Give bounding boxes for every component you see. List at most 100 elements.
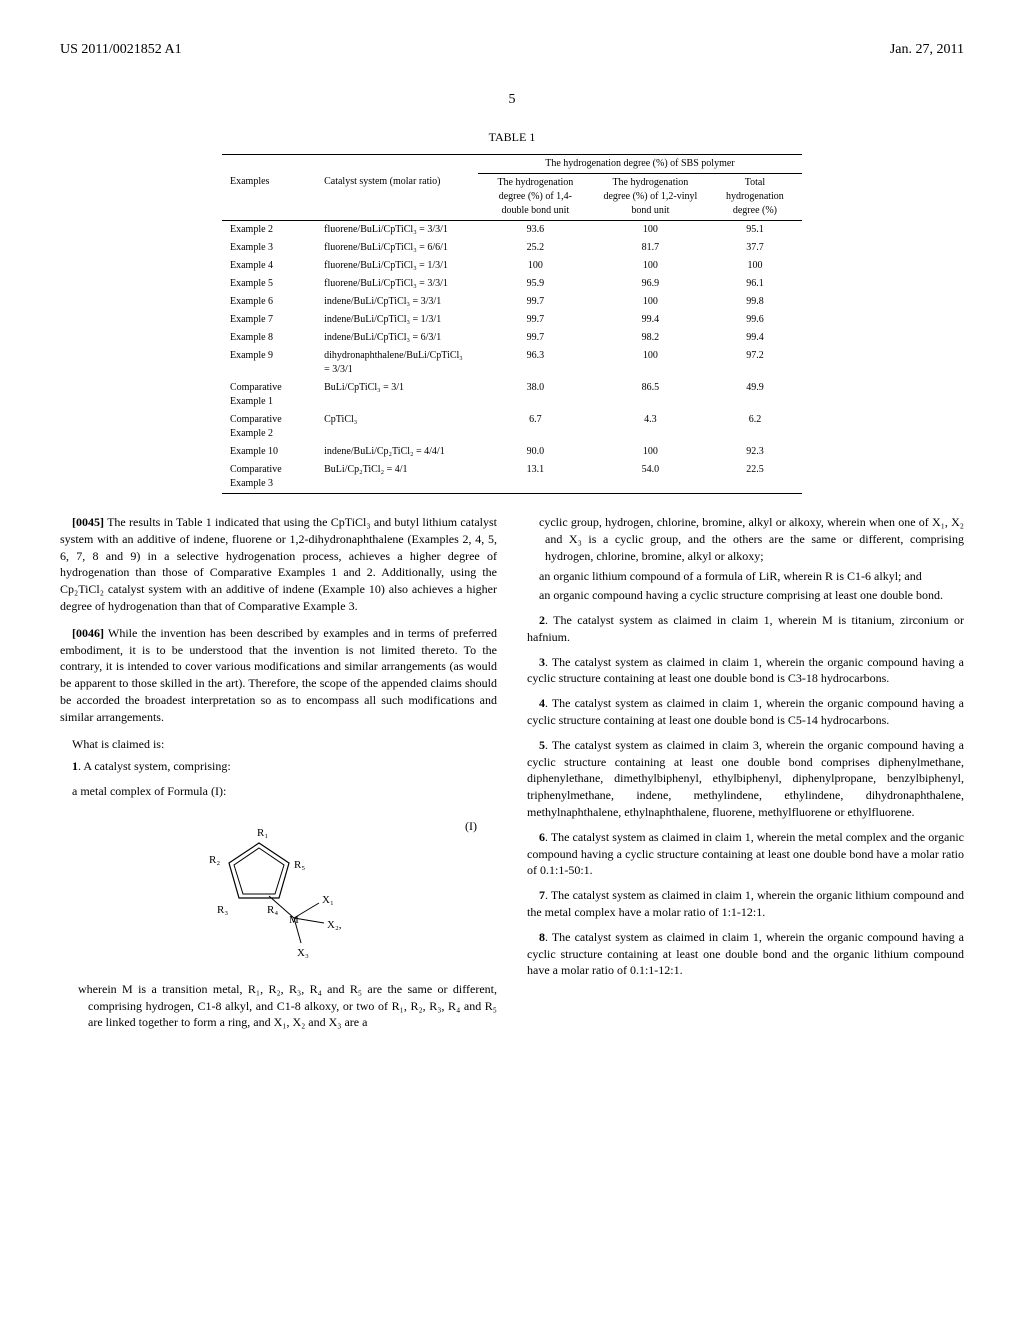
table-cell: Example 5 bbox=[222, 275, 316, 293]
table-row: Comparative Example 3BuLi/Cp₂TiCl₂ = 4/1… bbox=[222, 461, 802, 494]
table-cell: 95.1 bbox=[708, 220, 802, 239]
table-cell: 96.1 bbox=[708, 275, 802, 293]
table-cell: 90.0 bbox=[478, 443, 593, 461]
table-cell: 99.8 bbox=[708, 293, 802, 311]
table-cell: 54.0 bbox=[593, 461, 708, 494]
table-cell: 93.6 bbox=[478, 220, 593, 239]
table-row: Example 6indene/BuLi/CpTiCl₃ = 3/3/199.7… bbox=[222, 293, 802, 311]
table-cell: 4.3 bbox=[593, 411, 708, 443]
para-text: While the invention has been described b… bbox=[60, 626, 497, 724]
claim-1: 1. A catalyst system, comprising: bbox=[60, 758, 497, 775]
formula-r3: R₃ bbox=[217, 904, 228, 916]
table-cell: fluorene/BuLi/CpTiCl₃ = 3/3/1 bbox=[316, 220, 478, 239]
formula-r5: R₅ bbox=[294, 859, 305, 871]
chemical-formula: (I) R₁ R₂ R₃ R₄ R₅ M X₁ X₂, X₃ bbox=[60, 818, 497, 963]
table-cell: 97.2 bbox=[708, 347, 802, 379]
claim-text: . The catalyst system as claimed in clai… bbox=[527, 655, 964, 686]
table-cell: Example 8 bbox=[222, 329, 316, 347]
table-cell: 98.2 bbox=[593, 329, 708, 347]
formula-r4: R₄ bbox=[267, 904, 278, 916]
table-cell: 99.7 bbox=[478, 293, 593, 311]
table-cell: Comparative Example 2 bbox=[222, 411, 316, 443]
table-cell: 22.5 bbox=[708, 461, 802, 494]
table-cell: Comparative Example 1 bbox=[222, 379, 316, 411]
claim-3: 3. The catalyst system as claimed in cla… bbox=[527, 654, 964, 688]
paragraph-46: [0046] While the invention has been desc… bbox=[60, 625, 497, 726]
table-cell: fluorene/BuLi/CpTiCl₃ = 6/6/1 bbox=[316, 239, 478, 257]
table-cell: 6.2 bbox=[708, 411, 802, 443]
table-cell: Example 7 bbox=[222, 311, 316, 329]
table-cell: Example 10 bbox=[222, 443, 316, 461]
claim-1-wherein: wherein M is a transition metal, R₁, R₂,… bbox=[60, 981, 497, 1031]
table-cell: dihydronaphthalene/BuLi/CpTiCl₃ = 3/3/1 bbox=[316, 347, 478, 379]
table-cell: Comparative Example 3 bbox=[222, 461, 316, 494]
col-header: Catalyst system (molar ratio) bbox=[316, 173, 478, 220]
table-header-group: The hydrogenation degree (%) of SBS poly… bbox=[478, 154, 802, 173]
claims-heading: What is claimed is: bbox=[60, 736, 497, 753]
claim-7: 7. The catalyst system as claimed in cla… bbox=[527, 887, 964, 921]
table-cell: 13.1 bbox=[478, 461, 593, 494]
claim-text: . The catalyst system as claimed in clai… bbox=[527, 613, 964, 644]
table-cell: 49.9 bbox=[708, 379, 802, 411]
table-cell: indene/BuLi/CpTiCl₃ = 6/3/1 bbox=[316, 329, 478, 347]
table-cell: 99.7 bbox=[478, 329, 593, 347]
claim-text: . The catalyst system as claimed in clai… bbox=[527, 888, 964, 919]
claim-text: . The catalyst system as claimed in clai… bbox=[527, 738, 964, 819]
table-row: Comparative Example 2CpTiCl₃6.74.36.2 bbox=[222, 411, 802, 443]
claim-text: . The catalyst system as claimed in clai… bbox=[527, 696, 964, 727]
table-cell: 99.6 bbox=[708, 311, 802, 329]
table-cell: fluorene/BuLi/CpTiCl₃ = 1/3/1 bbox=[316, 257, 478, 275]
table-cell: indene/BuLi/CpTiCl₃ = 1/3/1 bbox=[316, 311, 478, 329]
para-number: [0046] bbox=[72, 626, 104, 640]
hydrogenation-table: The hydrogenation degree (%) of SBS poly… bbox=[222, 154, 802, 494]
formula-label: (I) bbox=[465, 818, 477, 835]
table-row: Comparative Example 1BuLi/CpTiCl₃ = 3/13… bbox=[222, 379, 802, 411]
claim-1-sub: a metal complex of Formula (I): bbox=[60, 783, 497, 800]
table-row: Example 9dihydronaphthalene/BuLi/CpTiCl₃… bbox=[222, 347, 802, 379]
table-cell: Example 6 bbox=[222, 293, 316, 311]
claim-text: . A catalyst system, comprising: bbox=[78, 759, 231, 773]
table-cell: 99.4 bbox=[593, 311, 708, 329]
formula-x3: X₃ bbox=[297, 947, 309, 958]
col-header: The hydrogenation degree (%) of 1,4-doub… bbox=[478, 173, 593, 220]
col-header: Examples bbox=[222, 173, 316, 220]
table-cell: CpTiCl₃ bbox=[316, 411, 478, 443]
table-cell: 96.3 bbox=[478, 347, 593, 379]
table-cell: 81.7 bbox=[593, 239, 708, 257]
formula-m: M bbox=[289, 914, 299, 926]
right-column: cyclic group, hydrogen, chlorine, bromin… bbox=[527, 514, 964, 1031]
table-cell: indene/BuLi/CpTiCl₃ = 3/3/1 bbox=[316, 293, 478, 311]
table-cell: fluorene/BuLi/CpTiCl₃ = 3/3/1 bbox=[316, 275, 478, 293]
table-cell: 38.0 bbox=[478, 379, 593, 411]
para-text: The results in Table 1 indicated that us… bbox=[60, 515, 497, 613]
table-title: TABLE 1 bbox=[60, 129, 964, 146]
table-cell: 37.7 bbox=[708, 239, 802, 257]
table-cell: 100 bbox=[593, 293, 708, 311]
para-number: [0045] bbox=[72, 515, 104, 529]
table-cell: Example 9 bbox=[222, 347, 316, 379]
formula-r2: R₂ bbox=[209, 854, 220, 866]
page-number: 5 bbox=[60, 90, 964, 110]
table-cell: BuLi/CpTiCl₃ = 3/1 bbox=[316, 379, 478, 411]
table-row: Example 5fluorene/BuLi/CpTiCl₃ = 3/3/195… bbox=[222, 275, 802, 293]
claim-1-cont: an organic lithium compound of a formula… bbox=[527, 568, 964, 585]
publication-number: US 2011/0021852 A1 bbox=[60, 40, 182, 60]
table-cell: 92.3 bbox=[708, 443, 802, 461]
claim-8: 8. The catalyst system as claimed in cla… bbox=[527, 929, 964, 979]
table-cell: 100 bbox=[593, 257, 708, 275]
claim-2: 2. The catalyst system as claimed in cla… bbox=[527, 612, 964, 646]
table-row: Example 8indene/BuLi/CpTiCl₃ = 6/3/199.7… bbox=[222, 329, 802, 347]
table-cell: BuLi/Cp₂TiCl₂ = 4/1 bbox=[316, 461, 478, 494]
table-row: Example 3fluorene/BuLi/CpTiCl₃ = 6/6/125… bbox=[222, 239, 802, 257]
col-header: The hydrogenation degree (%) of 1,2-viny… bbox=[593, 173, 708, 220]
table-cell: 100 bbox=[478, 257, 593, 275]
claim-1-cont: cyclic group, hydrogen, chlorine, bromin… bbox=[527, 514, 964, 564]
table-cell: 25.2 bbox=[478, 239, 593, 257]
paragraph-45: [0045] The results in Table 1 indicated … bbox=[60, 514, 497, 615]
table-row: Example 7indene/BuLi/CpTiCl₃ = 1/3/199.7… bbox=[222, 311, 802, 329]
table-cell: 100 bbox=[593, 443, 708, 461]
claim-text: . The catalyst system as claimed in clai… bbox=[527, 930, 964, 978]
claim-6: 6. The catalyst system as claimed in cla… bbox=[527, 829, 964, 879]
table-cell: indene/BuLi/Cp₂TiCl₂ = 4/4/1 bbox=[316, 443, 478, 461]
table-cell: 86.5 bbox=[593, 379, 708, 411]
